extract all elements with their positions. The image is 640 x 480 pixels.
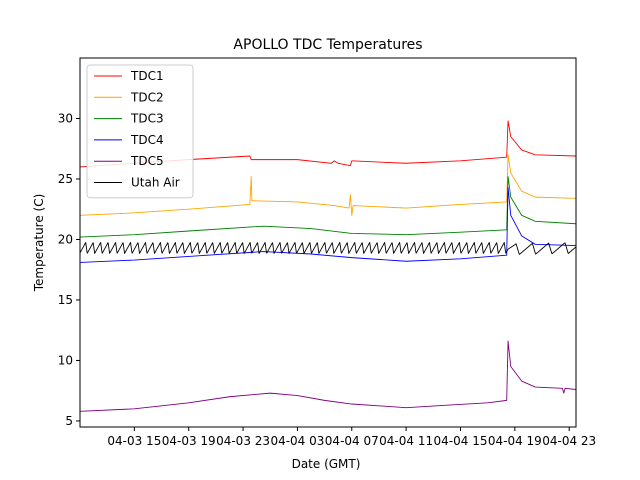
x-tick-label: 04-04 19 [488,434,542,448]
x-tick-label: 04-04 23 [542,434,596,448]
legend-label: TDC3 [130,112,164,126]
series-line-tdc2 [80,154,576,216]
chart-title: APOLLO TDC Temperatures [233,37,422,53]
y-tick-label: 30 [58,111,73,125]
series-layer [80,120,576,412]
legend: TDC1 TDC2 TDC3 TDC4 TDC5 Utah Air [86,64,194,199]
y-tick-label: 25 [58,172,73,186]
y-axis-label: Temperature (C) [32,194,46,293]
plot-frame [79,57,577,428]
series-line-tdc5 [80,340,576,412]
x-tick-label: 04-04 03 [270,434,324,448]
legend-label: TDC4 [130,133,164,147]
legend-label: TDC1 [130,69,164,83]
x-tick-label: 04-04 07 [325,434,379,448]
x-tick-label: 04-03 19 [162,434,216,448]
x-tick-label: 04-03 15 [107,434,161,448]
x-tick-label: 04-04 11 [379,434,433,448]
series-line-tdc1 [80,120,576,168]
y-tick-label: 10 [58,353,73,367]
x-tick-label: 04-04 15 [434,434,488,448]
series-line-tdc4 [80,186,576,263]
legend-box [86,64,194,199]
series-line-tdc3 [80,176,576,238]
y-tick-label: 20 [58,232,73,246]
legend-label: TDC2 [130,90,164,104]
series-line-utah-air [80,242,576,255]
y-tick-label: 5 [65,414,73,428]
x-tick-label: 04-03 23 [216,434,270,448]
legend-label: Utah Air [131,176,180,190]
legend-label: TDC5 [130,154,164,168]
y-tick-label: 15 [58,293,73,307]
x-axis-label: Date (GMT) [292,457,361,471]
